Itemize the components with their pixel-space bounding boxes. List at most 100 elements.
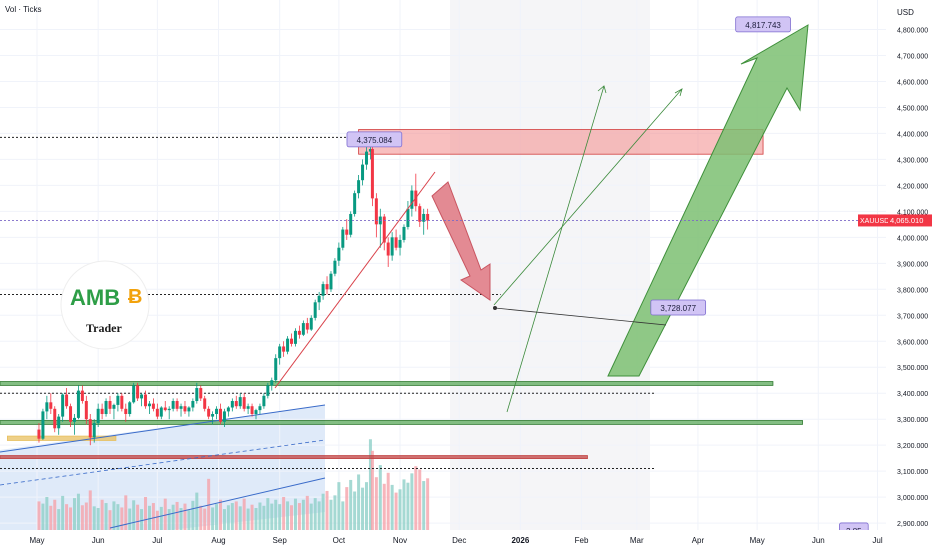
volume-bar bbox=[65, 504, 69, 530]
candle-body bbox=[361, 164, 365, 181]
candle-body bbox=[250, 406, 254, 415]
volume-bar bbox=[151, 503, 155, 530]
candle-body bbox=[76, 390, 80, 418]
candle-body bbox=[155, 408, 159, 417]
down-arrow[interactable] bbox=[431, 181, 491, 301]
candle-body bbox=[195, 388, 199, 402]
volume-bar bbox=[293, 498, 297, 530]
price-callout-text: 4,817.743 bbox=[745, 21, 781, 30]
candle-body bbox=[100, 408, 104, 415]
volume-bar bbox=[195, 492, 199, 530]
candle-body bbox=[410, 190, 414, 209]
candle-body bbox=[69, 406, 73, 422]
projection-line-2[interactable] bbox=[493, 88, 683, 306]
price-callout[interactable] bbox=[735, 16, 791, 33]
channel-upper-line[interactable] bbox=[0, 404, 326, 453]
volume-bar bbox=[414, 466, 418, 530]
volume-bar bbox=[394, 492, 398, 530]
support-zone[interactable] bbox=[0, 381, 774, 386]
price-axis[interactable] bbox=[886, 0, 932, 550]
channel-mid-line[interactable] bbox=[0, 439, 326, 486]
candle-body bbox=[211, 414, 215, 417]
candle-body bbox=[282, 346, 286, 352]
volume-bar bbox=[382, 483, 386, 530]
candle-body bbox=[226, 407, 230, 412]
candle-body bbox=[382, 216, 386, 243]
volume-bar bbox=[76, 493, 80, 530]
volume-bar bbox=[92, 506, 96, 530]
volume-bar bbox=[321, 493, 325, 530]
volume-bar bbox=[357, 474, 361, 530]
resistance-zone[interactable] bbox=[358, 129, 764, 155]
candle-body bbox=[364, 151, 368, 165]
arrowhead-icon bbox=[597, 85, 607, 94]
candle-body bbox=[104, 401, 108, 415]
volume-bar bbox=[364, 482, 368, 530]
volume-bar bbox=[418, 469, 422, 530]
time-tick-label: 2026 bbox=[511, 536, 529, 545]
volume-bar bbox=[80, 505, 84, 530]
price-callout[interactable] bbox=[650, 299, 707, 316]
projection-line-1[interactable] bbox=[506, 85, 605, 413]
volume-bar bbox=[410, 473, 414, 530]
volume-bar bbox=[163, 498, 167, 530]
candle-body bbox=[45, 402, 49, 412]
candle-body bbox=[309, 317, 313, 330]
volume-bar bbox=[341, 501, 345, 530]
candle-body bbox=[171, 401, 175, 409]
range-zone[interactable] bbox=[0, 455, 588, 459]
volume-bar bbox=[175, 501, 179, 530]
volume-bar bbox=[124, 495, 128, 530]
candle-body bbox=[49, 402, 53, 409]
price-tick-label: 3,000.000 bbox=[897, 495, 928, 502]
volume-bar bbox=[144, 497, 148, 530]
volume-bar bbox=[398, 489, 402, 530]
current-price-badge bbox=[888, 214, 932, 227]
volume-bar bbox=[159, 506, 163, 530]
price-tick-label: 3,500.000 bbox=[897, 365, 928, 372]
volume-bar bbox=[230, 503, 234, 530]
candle-body bbox=[368, 149, 372, 152]
volume-bar bbox=[246, 508, 250, 530]
candle-body bbox=[120, 395, 124, 409]
candle-body bbox=[41, 411, 45, 439]
candle-body bbox=[136, 385, 140, 399]
time-tick-label: Jul bbox=[872, 536, 882, 545]
time-tick-label: Dec bbox=[452, 536, 466, 545]
red-trendline[interactable] bbox=[274, 171, 436, 389]
volume-bar bbox=[390, 484, 394, 530]
time-tick-label: May bbox=[29, 536, 44, 545]
price-tick-label: 4,800.000 bbox=[897, 28, 928, 35]
candle-body bbox=[337, 247, 341, 261]
volume-bar bbox=[250, 504, 254, 530]
channel-lower-line[interactable] bbox=[109, 477, 326, 529]
price-callout[interactable] bbox=[346, 131, 403, 148]
candle-body bbox=[254, 410, 258, 415]
candle-body bbox=[242, 397, 246, 409]
up-arrow[interactable] bbox=[607, 24, 809, 377]
range-zone[interactable] bbox=[7, 435, 117, 441]
time-axis[interactable] bbox=[0, 530, 932, 550]
volume-bar bbox=[96, 508, 100, 530]
volume-bar bbox=[266, 498, 270, 530]
candle-body bbox=[345, 229, 349, 235]
candle-body bbox=[84, 401, 88, 420]
candle-body bbox=[262, 395, 266, 407]
volume-bar bbox=[234, 501, 238, 530]
target-pointer-line[interactable] bbox=[494, 307, 667, 326]
volume-bar bbox=[386, 472, 390, 530]
candle-body bbox=[88, 419, 92, 438]
volume-bar bbox=[370, 450, 374, 530]
candle-body bbox=[53, 408, 57, 429]
candle-body bbox=[72, 417, 76, 422]
volume-bar bbox=[45, 497, 49, 530]
candle-body bbox=[92, 423, 96, 438]
candle-body bbox=[329, 273, 333, 290]
candle-body bbox=[305, 323, 309, 330]
volume-bar bbox=[218, 499, 222, 530]
price-tick-label: 3,400.000 bbox=[897, 391, 928, 398]
candle-body bbox=[80, 390, 84, 402]
candle-body bbox=[290, 338, 294, 344]
support-zone[interactable] bbox=[0, 420, 803, 425]
